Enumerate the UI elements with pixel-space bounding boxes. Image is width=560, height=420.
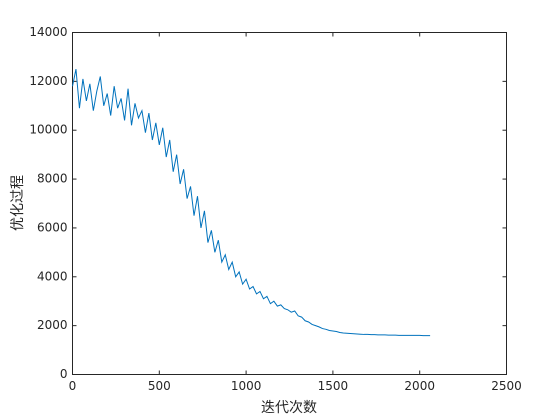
x-tick-label: 1500 [318,379,349,393]
y-tick-label: 4000 [37,269,68,283]
y-tick-label: 10000 [29,123,67,137]
y-tick-label: 14000 [29,25,67,39]
y-tick-label: 12000 [29,74,67,88]
x-tick-label: 1000 [231,379,262,393]
x-tick-label: 0 [69,379,77,393]
x-tick-label: 500 [148,379,171,393]
y-tick-label: 8000 [37,172,68,186]
x-tick-label: 2500 [491,379,522,393]
axes-box [72,32,507,375]
y-tick-label: 0 [60,367,68,381]
y-axis-label: 优化过程 [10,175,26,231]
x-axis-label: 迭代次数 [261,400,317,416]
y-tick-label: 6000 [37,220,68,234]
y-tick-label: 2000 [37,318,68,332]
x-tick-label: 2000 [404,379,435,393]
data-line [72,69,431,337]
